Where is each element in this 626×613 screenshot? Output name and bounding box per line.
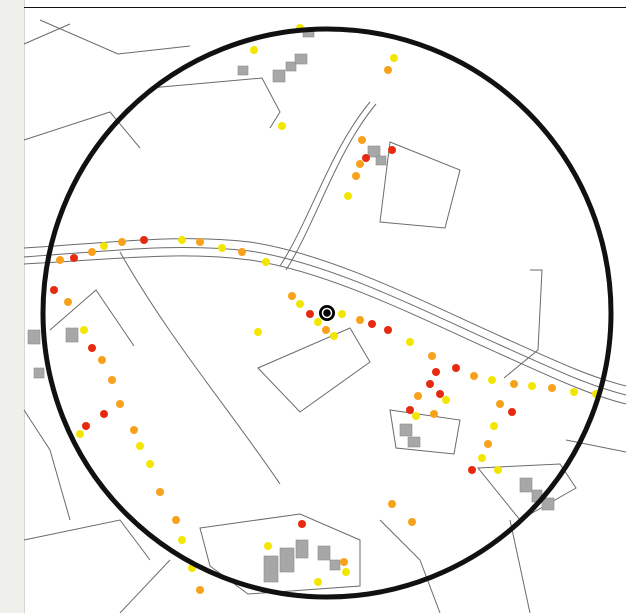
heatmap-dot-icon: [238, 248, 246, 256]
heatmap-dot-icon: [298, 520, 306, 528]
heatmap-dot-icon: [352, 172, 360, 180]
heatmap-dot-icon: [428, 352, 436, 360]
heatmap-dot-icon: [384, 66, 392, 74]
heatmap-dot-icon: [388, 146, 396, 154]
heatmap-dot-icon: [508, 408, 516, 416]
heatmap-dot-icon: [490, 422, 498, 430]
heatmap-dot-icon: [478, 454, 486, 462]
heatmap-dot-icon: [442, 396, 450, 404]
heatmap-dot-icon: [496, 400, 504, 408]
heatmap-dot-icon: [178, 536, 186, 544]
heatmap-dot-icon: [406, 406, 414, 414]
heatmap-dot-icon: [262, 258, 270, 266]
heatmap-dot-icon: [76, 430, 84, 438]
heatmap-dot-icon: [264, 542, 272, 550]
heatmap-dot-icon: [338, 310, 346, 318]
heatmap-dot-icon: [384, 326, 392, 334]
heatmap-dot-icon: [254, 328, 262, 336]
heatmap-dot-icon: [510, 380, 518, 388]
heatmap-dot-icon: [452, 364, 460, 372]
heatmap-dot-icon: [484, 440, 492, 448]
heatmap-dot-icon: [88, 248, 96, 256]
map-left-border: [0, 0, 25, 613]
heatmap-dot-icon: [322, 326, 330, 334]
heatmap-dot-icon: [250, 46, 258, 54]
heatmap-dot-icon: [64, 298, 72, 306]
heatmap-dot-icon: [82, 422, 90, 430]
heatmap-dot-icon: [390, 54, 398, 62]
heatmap-dot-icon: [218, 244, 226, 252]
heatmap-dot-icon: [296, 300, 304, 308]
map-caption: [24, 0, 626, 11]
heatmap-dot-icon: [430, 410, 438, 418]
heatmap-dot-icon: [80, 326, 88, 334]
heatmap-dot-icon: [356, 316, 364, 324]
heatmap-dot-icon: [172, 516, 180, 524]
radar-center-icon[interactable]: [319, 305, 335, 321]
heatmap-dot-icon: [136, 442, 144, 450]
heatmap-dot-icon: [330, 332, 338, 340]
heatmap-dot-icon: [426, 380, 434, 388]
heatmap-dot-icon: [108, 376, 116, 384]
heatmap-dot-icon: [342, 568, 350, 576]
buildings-layer: [27, 27, 555, 583]
heatmap-dot-icon: [130, 426, 138, 434]
heatmap-dot-icon: [306, 310, 314, 318]
heatmap-dot-icon: [494, 466, 502, 474]
heatmap-dot-icon: [388, 500, 396, 508]
heatmap-dot-icon: [116, 400, 124, 408]
heatmap-dot-icon: [314, 578, 322, 586]
heatmap-dot-icon: [100, 242, 108, 250]
heatmap-dot-icon: [432, 368, 440, 376]
heatmap-dot-icon: [340, 558, 348, 566]
heatmap-dot-icon: [50, 286, 58, 294]
heatmap-dot-icon: [470, 372, 478, 380]
roads-layer: [23, 19, 626, 613]
heatmap-dot-icon: [362, 154, 370, 162]
heatmap-dot-icon: [408, 518, 416, 526]
heatmap-dot-icon: [196, 238, 204, 246]
heatmap-dot-icon: [118, 238, 126, 246]
heatmap-dot-icon: [406, 338, 414, 346]
heatmap-dot-icon: [344, 192, 352, 200]
heatmap-dot-icon: [412, 412, 420, 420]
heatmap-dot-icon: [436, 390, 444, 398]
heatmap-dot-icon: [468, 466, 476, 474]
heatmap-dot-icon: [98, 356, 106, 364]
heatmap-dot-icon: [70, 254, 78, 262]
heatmap-dot-icon: [88, 344, 96, 352]
heatmap-dot-icon: [56, 256, 64, 264]
heatmap-dot-icon: [288, 292, 296, 300]
heatmap-dot-icon: [356, 160, 364, 168]
heatmap-dot-icon: [314, 318, 322, 326]
heatmap-dot-icon: [196, 586, 204, 594]
heatmap-dot-icon: [140, 236, 148, 244]
heatmap-dot-icon: [146, 460, 154, 468]
heatmap-dot-icon: [488, 376, 496, 384]
heatmap-dot-icon: [368, 320, 376, 328]
heatmap-dot-icon: [548, 384, 556, 392]
heatmap-dot-icon: [414, 392, 422, 400]
heatmap-dot-icon: [278, 122, 286, 130]
heatmap-dot-icon: [156, 488, 164, 496]
search-radius-circle: [40, 26, 614, 600]
heatmap-dot-icon: [100, 410, 108, 418]
heatmap-dot-icon: [528, 382, 536, 390]
heatmap-points-layer: [50, 24, 600, 594]
heatmap-dot-icon: [358, 136, 366, 144]
heatmap-dot-icon: [570, 388, 578, 396]
heatmap-dot-icon: [178, 236, 186, 244]
